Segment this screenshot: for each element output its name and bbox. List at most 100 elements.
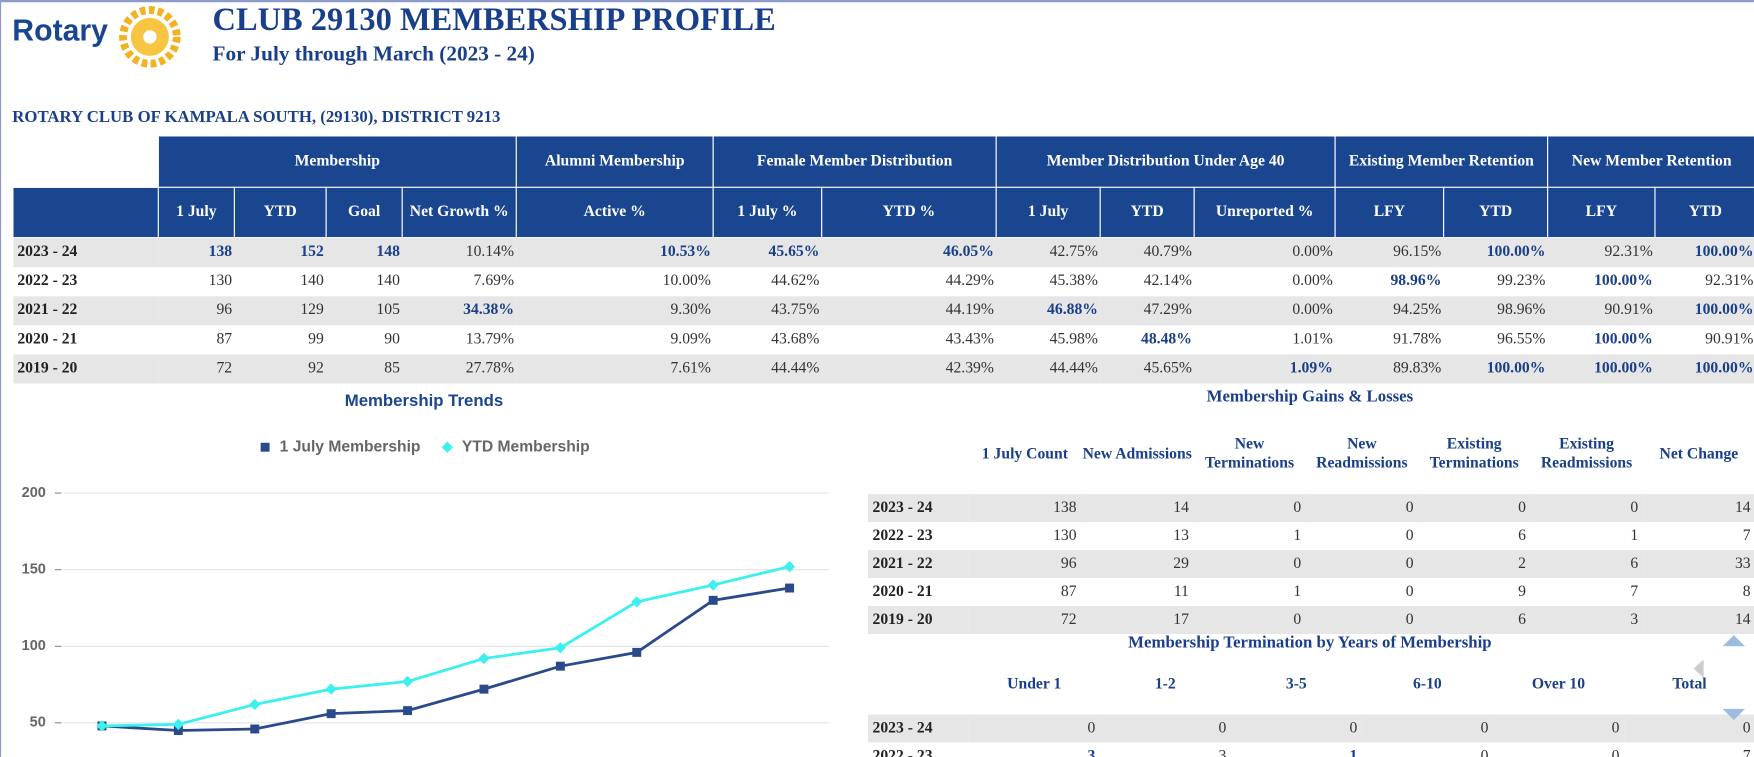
cell: 42.39% xyxy=(821,354,997,384)
column-header: YTD xyxy=(233,186,327,239)
legend-marker xyxy=(260,442,270,452)
cell: 9.30% xyxy=(516,296,714,326)
cell: 2 xyxy=(1418,550,1531,579)
cell: 1.09% xyxy=(1194,354,1336,384)
club-name: ROTARY CLUB OF KAMPALA SOUTH, (29130), D… xyxy=(12,108,501,127)
cell: 43.68% xyxy=(771,330,820,348)
membership-table: Membership Alumni Membership Female Member… xyxy=(12,135,1754,384)
section-title: Membership Gains & Losses xyxy=(1206,387,1414,406)
row-label: 2021 - 22 xyxy=(12,296,159,326)
point xyxy=(401,675,414,688)
cell: 0 xyxy=(1099,714,1231,743)
termination-table: Under 1 1-2 3-5 6-10 Over 10 Total 2023 - 24 0 0… xyxy=(868,668,1754,757)
group-header: New Member Retention xyxy=(1547,135,1754,188)
cell: 96 xyxy=(968,550,1082,579)
cell: 44.62% xyxy=(771,272,820,290)
cell: 100.00% xyxy=(1655,237,1754,268)
cell: 10.00% xyxy=(662,272,711,290)
group-header: Membership xyxy=(157,135,517,188)
column-header: YTD xyxy=(1443,186,1549,239)
chart: Membership Trends 50 100 150 200 1 July Memb… xyxy=(22,391,829,735)
cell: 92.31% xyxy=(1705,272,1754,290)
cell: 87 xyxy=(1060,583,1077,600)
spacer xyxy=(868,701,1754,714)
cell: 7 xyxy=(1742,527,1751,544)
cell: 48.48% xyxy=(1141,330,1192,348)
column-header: 1 July Count xyxy=(981,445,1068,463)
cell: 1 xyxy=(1349,747,1358,757)
data-row: 2020 - 21 87 11 1 0 9 7 8 xyxy=(868,578,1754,606)
data-row: 2022 - 23 3 3 1 0 0 7 xyxy=(868,742,1754,757)
cell: 72 xyxy=(968,606,1082,634)
cell: 1 xyxy=(1630,527,1639,544)
cell: 11 xyxy=(1173,583,1189,600)
cell: 138 xyxy=(968,494,1082,523)
cell: 46.88% xyxy=(996,296,1101,326)
cell: 3 xyxy=(1218,747,1227,757)
cell: 7.69% xyxy=(473,272,515,290)
cell: 46.05% xyxy=(821,237,997,268)
data-row: 2022 - 23 130 140 140 7.69% 10.00% 44.62% 44.29… xyxy=(13,267,1754,296)
column-header: Net Change xyxy=(1659,445,1739,463)
cell: 0 xyxy=(1405,527,1414,544)
row-label: 2020 - 21 xyxy=(872,583,933,600)
cell: 152 xyxy=(234,237,327,268)
cell: 90 xyxy=(384,330,400,348)
cell: 0 xyxy=(1193,494,1306,523)
cell: 44.19% xyxy=(821,296,997,326)
point xyxy=(403,706,413,716)
legend-label: 1 July Membership xyxy=(280,438,421,455)
cell: 43.43% xyxy=(945,330,994,348)
cell: 14 xyxy=(1642,494,1754,523)
cell: 140 xyxy=(376,272,400,290)
column-header: Over 10 xyxy=(1531,675,1586,693)
cell: 90.91% xyxy=(1705,330,1754,348)
cell: 45.65% xyxy=(713,237,822,268)
data-row: 2019 - 20 72 92 85 27.78% 7.61% 44.44% 42.39% 44… xyxy=(12,354,1754,384)
cell: 72 xyxy=(158,354,235,384)
cell: 44.44% xyxy=(713,354,822,384)
column-header: Existing Terminations xyxy=(1429,436,1519,472)
cell: 0 xyxy=(1611,747,1620,757)
data-row: 2022 - 23 130 13 1 0 6 1 7 xyxy=(868,522,1754,550)
cell: 42.14% xyxy=(1143,272,1192,290)
cell: 87 xyxy=(216,330,233,348)
cell: 0 xyxy=(1530,494,1643,523)
point xyxy=(555,661,565,671)
cell: 0.00% xyxy=(1292,272,1333,290)
point xyxy=(478,652,490,665)
data-row: 2023 - 24 0 0 0 0 0 0 xyxy=(868,714,1754,743)
column-header: 1 July % xyxy=(712,186,823,239)
row-label: 2019 - 20 xyxy=(12,354,159,384)
column-header: New Terminations xyxy=(1205,436,1295,472)
cell: 85 xyxy=(326,354,403,384)
column-header: YTD % xyxy=(821,186,997,239)
cell: 92 xyxy=(234,354,327,384)
cell: 45.38% xyxy=(1049,272,1098,290)
scroll-arrows[interactable] xyxy=(1685,628,1752,729)
cell: 94.25% xyxy=(1335,296,1444,326)
column-header: 3-5 xyxy=(1285,675,1307,693)
point xyxy=(250,724,260,734)
cell: 0 xyxy=(968,714,1100,743)
cell: 0.00% xyxy=(1194,237,1336,268)
column-header: 1 July xyxy=(157,186,235,239)
cell: 0 xyxy=(1623,714,1754,743)
point xyxy=(554,642,566,654)
column-header: 1-2 xyxy=(1154,675,1176,693)
data-row: 2021 - 22 96 29 0 0 2 6 33 xyxy=(868,550,1754,579)
y-tick-label: 150 xyxy=(22,562,46,578)
cell: 42.75% xyxy=(996,237,1101,268)
cell: 0 xyxy=(1193,606,1306,634)
legend-marker xyxy=(441,441,453,453)
point xyxy=(325,683,337,695)
column-header: Under 1 xyxy=(1007,675,1062,693)
cell: 6 xyxy=(1530,550,1643,579)
cell: 0 xyxy=(1230,714,1362,743)
cell: 1 xyxy=(1293,527,1302,544)
cell: 45.65% xyxy=(1100,354,1195,384)
cell: 45.98% xyxy=(1049,330,1098,348)
column-header: New Readmissions xyxy=(1316,436,1408,472)
cell: 140 xyxy=(300,272,324,290)
point xyxy=(707,579,719,591)
